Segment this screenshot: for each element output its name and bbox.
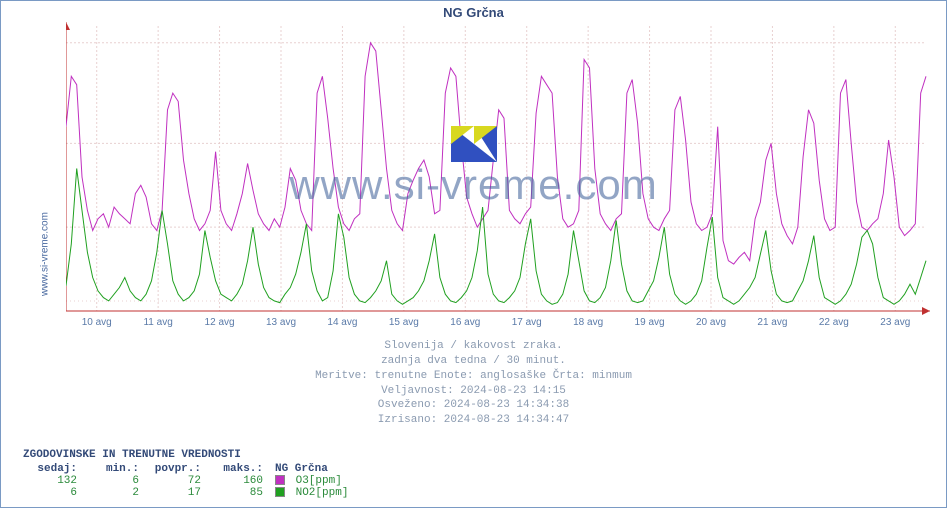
svg-text:15 avg: 15 avg	[389, 317, 419, 328]
svg-text:16 avg: 16 avg	[450, 317, 480, 328]
svg-text:22 avg: 22 avg	[819, 317, 849, 328]
meta-line: zadnja dva tedna / 30 minut.	[1, 354, 946, 369]
svg-text:19 avg: 19 avg	[635, 317, 665, 328]
series-label: O3[ppm]	[296, 475, 342, 487]
svg-text:23 avg: 23 avg	[880, 317, 910, 328]
stats-cell-now: 6	[23, 487, 85, 499]
stats-cell-avg: 72	[147, 475, 209, 487]
stats-cell-now: 132	[23, 475, 85, 487]
stats-header-row: sedaj: min.: povpr.: maks.: NG Grčna	[23, 463, 381, 475]
stats-header: sedaj:	[23, 463, 85, 475]
stats-cell-max: 160	[209, 475, 271, 487]
watermark-text: www.si-vreme.com	[289, 161, 657, 209]
stats-block: ZGODOVINSKE IN TRENUTNE VREDNOSTI sedaj:…	[23, 449, 381, 499]
stats-header: povpr.:	[147, 463, 209, 475]
svg-text:14 avg: 14 avg	[327, 317, 357, 328]
stats-cell-min: 6	[85, 475, 147, 487]
svg-text:10 avg: 10 avg	[82, 317, 112, 328]
stats-table: sedaj: min.: povpr.: maks.: NG Grčna 132…	[23, 463, 381, 499]
meta-line: Slovenija / kakovost zraka.	[1, 339, 946, 354]
meta-line: Veljavnost: 2024-08-23 14:15	[1, 384, 946, 399]
series-swatch-icon	[275, 475, 285, 485]
meta-line: Meritve: trenutne Enote: anglosaške Črta…	[1, 369, 946, 384]
svg-text:17 avg: 17 avg	[512, 317, 542, 328]
stats-cell-avg: 17	[147, 487, 209, 499]
stats-row: 132 6 72 160 O3[ppm]	[23, 475, 381, 487]
stats-cell-series: NO2[ppm]	[271, 487, 381, 499]
meta-block: Slovenija / kakovost zraka. zadnja dva t…	[1, 339, 946, 428]
svg-text:21 avg: 21 avg	[757, 317, 787, 328]
series-swatch-icon	[275, 487, 285, 497]
meta-line: Osveženo: 2024-08-23 14:34:38	[1, 398, 946, 413]
meta-line: Izrisano: 2024-08-23 14:34:47	[1, 413, 946, 428]
stats-title: ZGODOVINSKE IN TRENUTNE VREDNOSTI	[23, 449, 381, 461]
svg-text:11 avg: 11 avg	[143, 317, 172, 328]
watermark-logo	[451, 126, 497, 162]
stats-header: min.:	[85, 463, 147, 475]
svg-text:18 avg: 18 avg	[573, 317, 603, 328]
svg-text:13 avg: 13 avg	[266, 317, 296, 328]
stats-header: maks.:	[209, 463, 271, 475]
side-url-label: www.si-vreme.com	[39, 212, 50, 296]
stats-cell-series: O3[ppm]	[271, 475, 381, 487]
series-label: NO2[ppm]	[296, 487, 349, 499]
stats-cell-max: 85	[209, 487, 271, 499]
stats-cell-min: 2	[85, 487, 147, 499]
stats-row: 6 2 17 85 NO2[ppm]	[23, 487, 381, 499]
chart-title: NG Grčna	[443, 5, 504, 20]
svg-text:12 avg: 12 avg	[205, 317, 235, 328]
stats-header: NG Grčna	[271, 463, 381, 475]
svg-text:20 avg: 20 avg	[696, 317, 726, 328]
